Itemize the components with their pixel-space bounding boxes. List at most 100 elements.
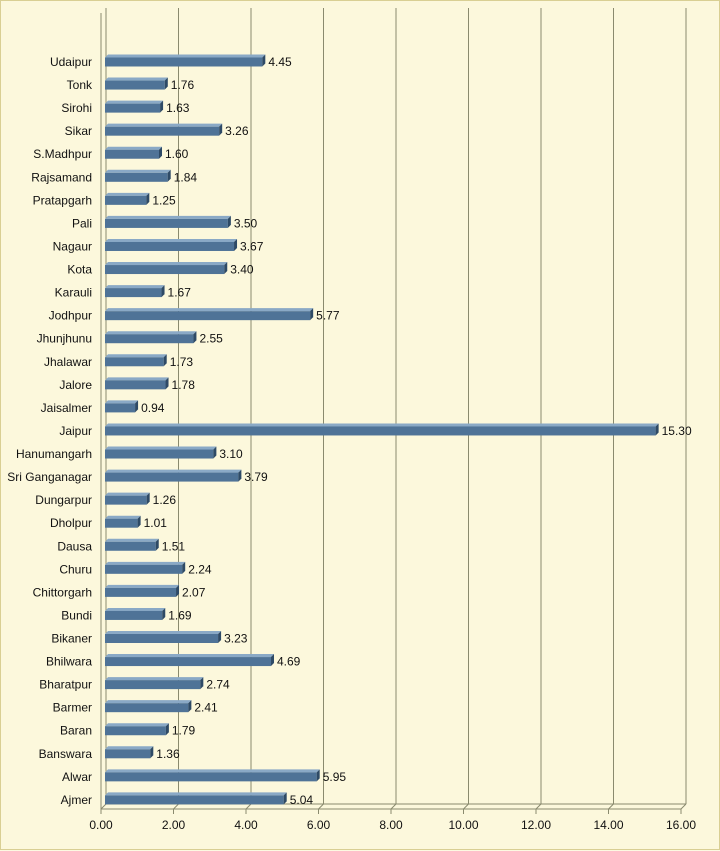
bar: [105, 57, 263, 67]
bar-top: [105, 723, 169, 727]
bar-top: [105, 607, 166, 611]
gridline-floor-edge: [535, 803, 542, 810]
data-label: 2.55: [199, 332, 223, 346]
bar: [105, 564, 183, 574]
data-label: 3.79: [244, 470, 268, 484]
x-tick-label: 0.00: [89, 818, 113, 832]
bar-end: [162, 607, 166, 620]
bar-end: [150, 746, 154, 759]
bar-top: [105, 238, 238, 242]
data-label: 1.76: [171, 78, 195, 92]
bar-end: [193, 331, 197, 344]
category-label: Bundi: [61, 608, 92, 622]
x-tick-label: 6.00: [307, 818, 331, 832]
bar-top: [105, 746, 154, 750]
bar: [105, 195, 147, 205]
bar-top: [105, 146, 162, 150]
bar-end: [146, 492, 150, 505]
bar: [105, 495, 147, 505]
bar: [105, 426, 656, 436]
category-label: Karauli: [55, 286, 92, 300]
bar-end: [182, 561, 186, 574]
data-label: 3.40: [230, 263, 254, 277]
category-label: Dungarpur: [35, 493, 92, 507]
bar-top: [105, 469, 242, 473]
x-tick-label: 2.00: [162, 818, 186, 832]
category-label: Sri Ganganagar: [7, 470, 92, 484]
bar-top: [105, 285, 165, 289]
bar-top: [105, 654, 275, 658]
bar-top: [105, 331, 197, 335]
category-label: Dholpur: [50, 516, 92, 530]
bar-end: [176, 584, 180, 597]
bar: [105, 80, 165, 90]
bar-top: [105, 215, 231, 219]
category-label: Jaipur: [59, 424, 92, 438]
data-label: 1.36: [156, 747, 180, 761]
category-label: Jaisalmer: [41, 401, 92, 415]
bar-end: [163, 354, 167, 367]
data-label: 1.51: [162, 539, 186, 553]
data-label: 15.30: [662, 424, 692, 438]
category-label: Jhalawar: [44, 355, 92, 369]
category-label: Rajsamand: [31, 170, 92, 184]
bar-top: [105, 631, 222, 634]
bar-end: [159, 146, 162, 159]
bar: [105, 587, 177, 597]
data-label: 2.07: [182, 585, 206, 599]
bar: [105, 288, 162, 298]
data-label: 2.24: [188, 562, 212, 576]
gridline-floor-edge: [100, 803, 107, 810]
data-label: 1.26: [153, 493, 177, 507]
data-label: 1.63: [166, 101, 190, 115]
bar-end: [655, 423, 659, 436]
x-tick-label: 16.00: [666, 818, 696, 832]
bar-end: [310, 308, 314, 321]
bar: [105, 449, 214, 459]
bar: [105, 172, 168, 182]
category-label: Bharatpur: [39, 678, 92, 692]
data-label: 1.67: [168, 286, 192, 300]
gridline-floor-edge: [390, 803, 397, 810]
category-label: Banswara: [39, 747, 93, 761]
category-label: Hanumangarh: [16, 447, 92, 461]
bar: [105, 265, 225, 275]
data-label: 2.41: [194, 701, 218, 715]
category-label: Sirohi: [61, 101, 92, 115]
bar-top: [105, 423, 659, 427]
bar-end: [238, 469, 242, 482]
category-label: Pratapgarh: [33, 193, 92, 207]
category-label: Pali: [72, 216, 92, 230]
bar: [105, 380, 166, 390]
bar: [105, 241, 235, 251]
data-label: 4.45: [268, 55, 292, 69]
category-label: Kota: [67, 263, 92, 277]
bar-top: [105, 700, 192, 704]
gridline-floor-edge: [680, 803, 687, 810]
category-label: Barmer: [53, 701, 92, 715]
bar-top: [105, 792, 287, 796]
bar-end: [316, 769, 320, 782]
bar-end: [224, 262, 228, 275]
bar-end: [219, 123, 223, 136]
bar-end: [137, 515, 141, 528]
bar-top: [105, 100, 164, 104]
data-label: 1.25: [152, 193, 176, 207]
data-label: 4.69: [277, 655, 301, 669]
data-label: 2.74: [206, 678, 230, 692]
bar-top: [105, 561, 186, 565]
gridline-floor-edge: [608, 803, 614, 810]
data-label: 3.23: [224, 632, 248, 646]
bar-top: [105, 677, 204, 681]
bar-end: [283, 792, 287, 805]
bar: [105, 518, 138, 528]
bar-end: [271, 654, 275, 667]
x-tick-label: 10.00: [448, 818, 478, 832]
category-label: Bhilwara: [46, 655, 92, 669]
data-label: 1.73: [170, 355, 194, 369]
category-label: Dausa: [57, 539, 92, 553]
bar-top: [105, 400, 139, 404]
bar-end: [200, 677, 204, 690]
bar-top: [105, 769, 320, 773]
